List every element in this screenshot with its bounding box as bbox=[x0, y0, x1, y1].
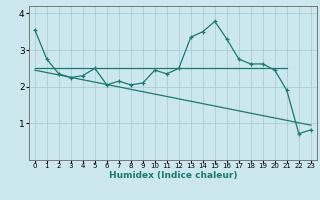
X-axis label: Humidex (Indice chaleur): Humidex (Indice chaleur) bbox=[108, 171, 237, 180]
